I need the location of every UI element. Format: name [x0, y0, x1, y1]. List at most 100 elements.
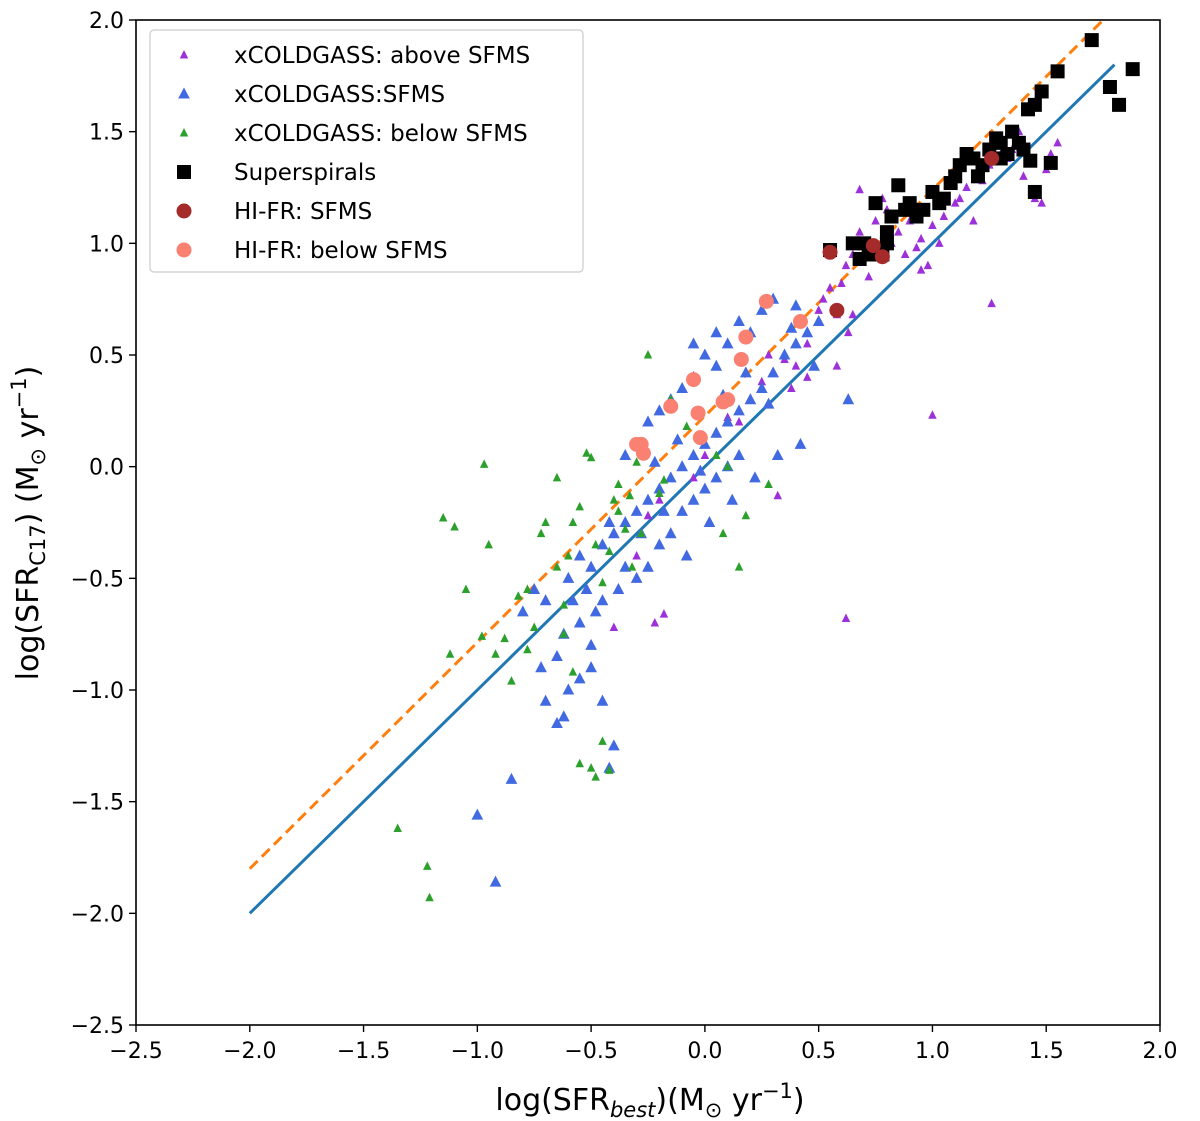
data-point	[1023, 153, 1038, 168]
data-point	[507, 676, 516, 685]
data-point	[689, 472, 698, 482]
data-point	[970, 169, 985, 184]
data-point	[573, 549, 586, 561]
data-point	[619, 449, 632, 461]
data-point	[1050, 64, 1065, 79]
data-point	[790, 299, 802, 311]
y-tick-label: 1.0	[89, 232, 124, 257]
data-point	[825, 283, 835, 292]
data-point	[928, 220, 937, 229]
data-point	[791, 361, 801, 370]
data-point	[619, 560, 632, 572]
data-point	[603, 516, 616, 528]
data-point	[778, 348, 791, 360]
data-point	[871, 216, 880, 225]
data-point	[614, 479, 623, 489]
data-point	[733, 449, 745, 461]
data-point	[733, 404, 745, 416]
data-point	[710, 426, 723, 438]
data-point	[653, 482, 666, 494]
data-point	[939, 211, 949, 221]
data-point	[484, 539, 493, 549]
data-point	[984, 150, 1000, 166]
data-point	[1005, 124, 1020, 139]
data-point	[771, 449, 784, 461]
data-point	[438, 513, 448, 522]
data-point	[703, 516, 716, 528]
data-point	[803, 338, 812, 348]
data-point	[423, 861, 432, 870]
data-point	[1027, 97, 1042, 112]
data-point	[591, 539, 600, 549]
data-point	[562, 571, 575, 583]
legend-label-1: xCOLDGASS:SFMS	[234, 82, 445, 108]
data-point	[541, 517, 550, 526]
series-4	[822, 150, 1000, 318]
data-point	[952, 158, 967, 173]
data-point	[818, 294, 828, 303]
data-point	[596, 694, 609, 706]
data-point	[842, 393, 855, 405]
x-tick-label: 1.0	[915, 1039, 950, 1064]
legend-label-5: HI-FR: below SFMS	[234, 238, 448, 264]
data-point	[680, 549, 693, 561]
data-point	[1019, 171, 1028, 180]
data-point	[710, 359, 723, 371]
data-point	[787, 383, 796, 392]
x-tick-label: 0.5	[801, 1039, 836, 1064]
data-point	[559, 600, 569, 609]
data-point	[585, 560, 597, 572]
data-point	[733, 351, 749, 367]
legend-entries: xCOLDGASS: above SFMS xCOLDGASS:SFMS xCOLD…	[176, 43, 530, 264]
data-point	[686, 372, 702, 388]
data-point	[682, 421, 691, 430]
data-point	[1112, 97, 1127, 112]
legend: xCOLDGASS: above SFMS xCOLDGASS:SFMS xCOLD…	[149, 29, 584, 273]
data-point	[987, 298, 996, 308]
data-point	[659, 475, 669, 484]
data-point	[928, 410, 937, 419]
y-tick-label: 1.5	[89, 121, 124, 146]
data-point	[710, 471, 723, 483]
data-point	[539, 594, 552, 606]
x-tick-label: −2.0	[223, 1039, 276, 1064]
data-point	[734, 562, 744, 571]
data-point	[874, 249, 890, 265]
data-point	[1037, 198, 1046, 207]
data-point	[700, 450, 710, 459]
data-point	[552, 562, 562, 571]
data-point	[1034, 84, 1049, 99]
data-point	[794, 437, 807, 449]
data-point	[841, 260, 851, 270]
y-tick-label: 0.0	[89, 456, 124, 481]
data-point	[855, 184, 864, 194]
data-point	[568, 517, 578, 526]
data-point	[567, 594, 579, 606]
data-point	[916, 233, 926, 243]
data-point	[721, 415, 734, 427]
data-point	[461, 584, 471, 593]
data-point	[557, 710, 570, 722]
data-point	[955, 193, 965, 203]
series-2	[393, 350, 773, 902]
data-point	[843, 327, 853, 337]
data-point	[516, 605, 529, 617]
data-point	[608, 739, 620, 751]
data-point	[755, 382, 768, 394]
data-point	[514, 591, 523, 600]
data-point	[636, 528, 646, 538]
data-point	[596, 594, 609, 606]
y-tick-label: −2.5	[71, 1014, 124, 1039]
data-point	[692, 430, 708, 446]
data-point	[664, 527, 677, 539]
line-one-to-one	[248, 63, 1116, 915]
data-point	[605, 546, 614, 556]
data-point	[1053, 137, 1062, 147]
data-point	[764, 350, 773, 359]
x-tick-label: 0.0	[687, 1039, 722, 1064]
data-point	[1027, 184, 1042, 199]
data-point	[865, 238, 881, 254]
x-tick-label: −1.0	[451, 1039, 504, 1064]
data-point	[1102, 80, 1117, 94]
data-point	[393, 823, 402, 832]
